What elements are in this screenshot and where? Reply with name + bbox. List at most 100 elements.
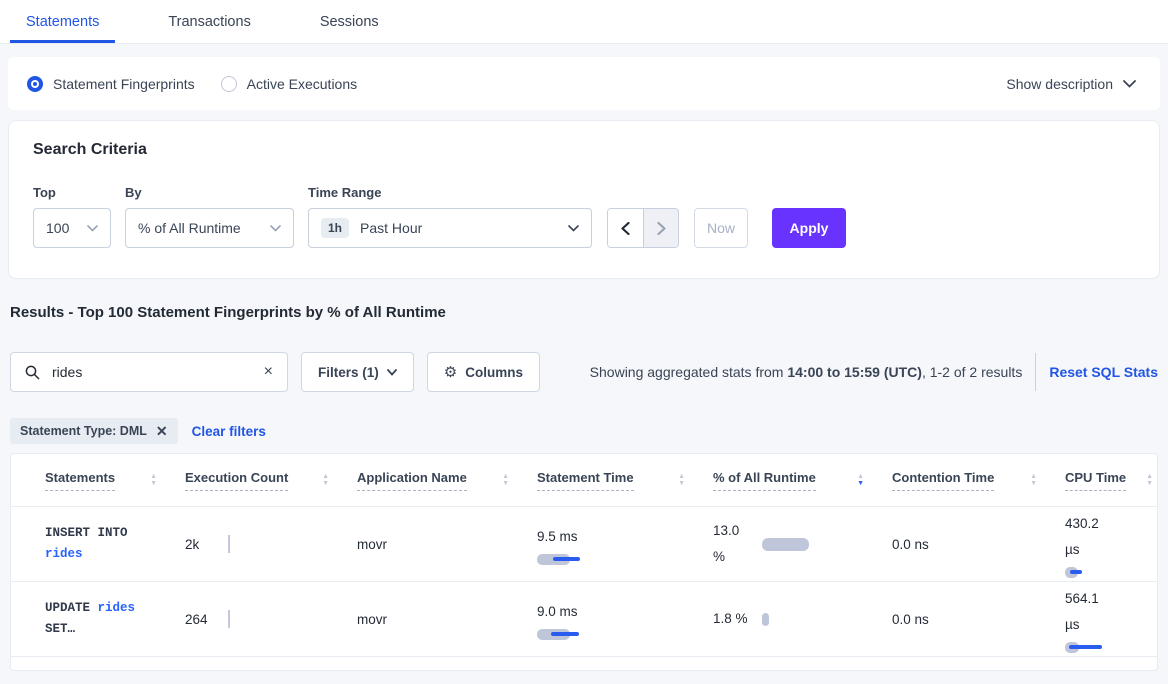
chevron-down-icon <box>87 224 98 232</box>
columns-label: Columns <box>465 364 523 380</box>
radio-active-executions[interactable]: Active Executions <box>220 75 358 92</box>
statement-cell: UPDATE rides SET… <box>45 598 185 640</box>
statement-link[interactable]: rides <box>97 601 136 615</box>
statement-time-value: 9.0 ms <box>537 603 578 619</box>
gear-icon: ⚙ <box>443 364 458 381</box>
results-heading: Results - Top 100 Statement Fingerprints… <box>10 304 446 321</box>
chevron-down-icon <box>386 368 397 376</box>
search-criteria-card: Search Criteria Top 100 By % of All Runt… <box>8 120 1160 279</box>
columns-button[interactable]: ⚙ Columns <box>426 352 540 392</box>
time-range-label: Time Range <box>308 185 382 200</box>
prev-time-range-button[interactable] <box>608 209 643 247</box>
cpu-time-cell: 564.1 µs <box>1065 586 1157 653</box>
radio-label: Active Executions <box>246 75 358 92</box>
search-input[interactable] <box>50 363 264 381</box>
chevron-down-icon <box>1123 79 1136 88</box>
cpu-time-cell: 430.2 µs <box>1065 511 1157 578</box>
search-criteria-title: Search Criteria <box>33 141 147 158</box>
pct-runtime-value: 1.8 % <box>713 611 748 626</box>
column-header-of-all-runtime[interactable]: % of All Runtime ▲ ▼ <box>713 470 892 491</box>
column-header-application-name[interactable]: Application Name ▲ ▼ <box>357 470 537 491</box>
tab-statements[interactable]: Statements <box>10 0 116 43</box>
results-toolbar: × Filters (1) ⚙ Columns Showing aggregat… <box>10 352 1158 392</box>
statements-table: Statements ▲ ▼ Execution Count ▲ ▼ Application… <box>10 453 1158 671</box>
sort-icon[interactable]: ▲ ▼ <box>322 473 329 487</box>
column-label: Application Name <box>357 470 467 491</box>
statement-cell: INSERT INTO rides <box>45 523 185 565</box>
view-mode-radio-group: Statement Fingerprints Active Executions <box>27 75 383 92</box>
column-header-contention-time[interactable]: Contention Time ▲ ▼ <box>892 470 1065 491</box>
contention-time-cell: 0.0 ns <box>892 536 929 552</box>
top-select[interactable]: 100 <box>33 208 111 248</box>
statement-time-cell: 9.0 ms <box>537 599 713 640</box>
column-label: CPU Time <box>1065 470 1127 491</box>
statement-time-cell: 9.5 ms <box>537 524 713 565</box>
active-filters-row: Statement Type: DML ✕ Clear filters <box>10 418 1158 444</box>
filter-chip-statement-type[interactable]: Statement Type: DML ✕ <box>10 418 178 444</box>
pct-runtime-cell: 13.0 % <box>713 518 892 570</box>
sort-icon[interactable]: ▲ ▼ <box>502 473 509 487</box>
table-row: INSERT INTO rides 2k movr 9.5 ms 13.0 % 0.0 ns… <box>11 507 1157 582</box>
execution-count-cell: 264 <box>185 610 357 628</box>
sort-icon[interactable]: ▲ ▼ <box>150 473 157 487</box>
stat-bar <box>537 553 580 565</box>
column-header-execution-count[interactable]: Execution Count ▲ ▼ <box>185 470 357 491</box>
tab-sessions[interactable]: Sessions <box>319 13 379 30</box>
stat-bar <box>1065 641 1102 653</box>
by-label: By <box>125 185 142 200</box>
next-time-range-button[interactable] <box>643 209 678 247</box>
sql-text: SET… <box>45 622 76 636</box>
sort-icon[interactable]: ▲ ▼ <box>1146 473 1153 487</box>
stat-bar <box>1065 566 1082 578</box>
search-box[interactable]: × <box>10 352 288 392</box>
remove-filter-icon[interactable]: ✕ <box>155 423 168 439</box>
column-header-cpu-time[interactable]: CPU Time ▲ ▼ <box>1065 470 1157 491</box>
count-bar <box>228 535 230 553</box>
time-range-value: Past Hour <box>360 220 423 236</box>
sort-icon[interactable]: ▲ ▼ <box>1030 473 1037 487</box>
column-label: Statements <box>45 470 116 491</box>
radio-dot <box>220 75 237 92</box>
statement-time-value: 9.5 ms <box>537 528 578 544</box>
application-name-cell: movr <box>357 611 387 627</box>
filter-chip-label: Statement Type: DML <box>20 424 147 438</box>
show-description-label: Show description <box>1006 75 1113 92</box>
filters-button[interactable]: Filters (1) <box>301 352 414 392</box>
statement-link[interactable]: rides <box>45 547 83 561</box>
time-range-badge: 1h <box>321 218 350 238</box>
apply-button[interactable]: Apply <box>772 208 846 248</box>
sort-icon[interactable]: ▲ ▼ <box>857 473 864 487</box>
column-label: % of All Runtime <box>713 470 816 491</box>
divider <box>1035 353 1037 391</box>
by-select[interactable]: % of All Runtime <box>125 208 294 248</box>
sql-text: UPDATE <box>45 601 98 615</box>
top-select-value: 100 <box>46 220 70 236</box>
pct-runtime-cell: 1.8 % <box>713 606 892 632</box>
column-header-statement-time[interactable]: Statement Time ▲ ▼ <box>537 470 713 491</box>
chevron-down-icon <box>568 224 579 232</box>
filters-label: Filters (1) <box>318 364 379 380</box>
table-body: INSERT INTO rides 2k movr 9.5 ms 13.0 % 0.0 ns… <box>11 507 1157 657</box>
column-label: Execution Count <box>185 470 289 491</box>
chevron-left-icon <box>621 221 630 235</box>
show-description-toggle[interactable]: Show description <box>1006 76 1136 92</box>
count-bar <box>228 610 230 628</box>
tab-transactions[interactable]: Transactions <box>168 13 251 30</box>
stat-bar <box>762 612 769 626</box>
stat-bar <box>537 628 579 640</box>
radio-statement-fingerprints[interactable]: Statement Fingerprints <box>27 75 195 92</box>
time-range-select[interactable]: 1h Past Hour <box>308 208 592 248</box>
now-button[interactable]: Now <box>694 208 748 248</box>
execution-count-value: 2k <box>185 536 200 552</box>
reset-sql-stats-link[interactable]: Reset SQL Stats <box>1049 364 1158 380</box>
stat-bar <box>762 537 809 551</box>
column-label: Statement Time <box>537 470 634 491</box>
column-header-statements[interactable]: Statements ▲ ▼ <box>45 470 185 491</box>
table-row: UPDATE rides SET… 264 movr 9.0 ms 1.8 % 0.0 ns… <box>11 582 1157 657</box>
chevron-right-icon <box>656 221 666 235</box>
clear-filters-link[interactable]: Clear filters <box>191 423 266 439</box>
time-range-nav <box>607 208 679 248</box>
clear-search-icon[interactable]: × <box>263 363 273 380</box>
sort-icon[interactable]: ▲ ▼ <box>678 473 685 487</box>
by-select-value: % of All Runtime <box>138 220 241 236</box>
